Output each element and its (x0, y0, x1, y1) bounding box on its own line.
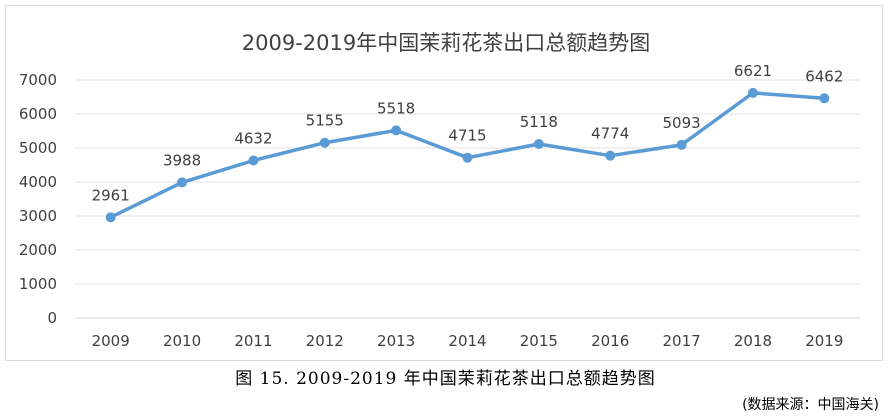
x-tick-label: 2017 (662, 332, 700, 350)
data-label: 5118 (520, 113, 558, 131)
data-point (676, 139, 687, 150)
data-label: 6621 (734, 62, 772, 80)
data-point (319, 137, 330, 148)
data-label: 5518 (377, 99, 415, 117)
data-label: 4774 (591, 125, 629, 143)
y-tick-label: 7000 (19, 71, 57, 89)
figure-caption: 图 15. 2009-2019 年中国茉莉花茶出口总额趋势图 (235, 369, 656, 389)
y-tick-label: 0 (47, 309, 57, 327)
data-label: 5093 (662, 114, 700, 132)
x-tick-label: 2012 (306, 332, 344, 350)
data-label: 6462 (805, 67, 843, 85)
x-tick-label: 2015 (520, 332, 558, 350)
y-tick-label: 1000 (19, 275, 57, 293)
y-tick-label: 6000 (19, 105, 57, 123)
x-tick-label: 2010 (163, 332, 201, 350)
data-point (747, 87, 758, 98)
data-label: 3988 (163, 151, 201, 169)
x-tick-label: 2011 (234, 332, 272, 350)
data-point (462, 152, 473, 163)
x-tick-label: 2019 (805, 332, 843, 350)
y-tick-label: 4000 (19, 173, 57, 191)
data-point (819, 93, 830, 104)
x-tick-label: 2016 (591, 332, 629, 350)
data-label: 5155 (306, 112, 344, 130)
data-point (533, 138, 544, 149)
chart-frame (5, 5, 883, 361)
x-tick-label: 2013 (377, 332, 415, 350)
data-label: 4632 (234, 130, 272, 148)
data-point (177, 177, 188, 188)
y-tick-label: 5000 (19, 139, 57, 157)
y-tick-label: 3000 (19, 207, 57, 225)
y-tick-label: 2000 (19, 241, 57, 259)
data-point (605, 150, 616, 161)
data-point (105, 212, 116, 223)
x-tick-label: 2009 (92, 332, 130, 350)
source-note: (数据来源：中国海关) (742, 397, 879, 413)
data-point (391, 125, 402, 136)
line-chart: 2009-2019年中国茉莉花茶出口总额趋势图 0 1000 2000 3000 400… (19, 31, 860, 350)
data-label: 2961 (92, 186, 130, 204)
chart-title: 2009-2019年中国茉莉花茶出口总额趋势图 (242, 31, 650, 55)
data-label: 4715 (448, 127, 486, 145)
x-tick-label: 2018 (734, 332, 772, 350)
data-point (248, 155, 259, 166)
x-tick-label: 2014 (448, 332, 486, 350)
